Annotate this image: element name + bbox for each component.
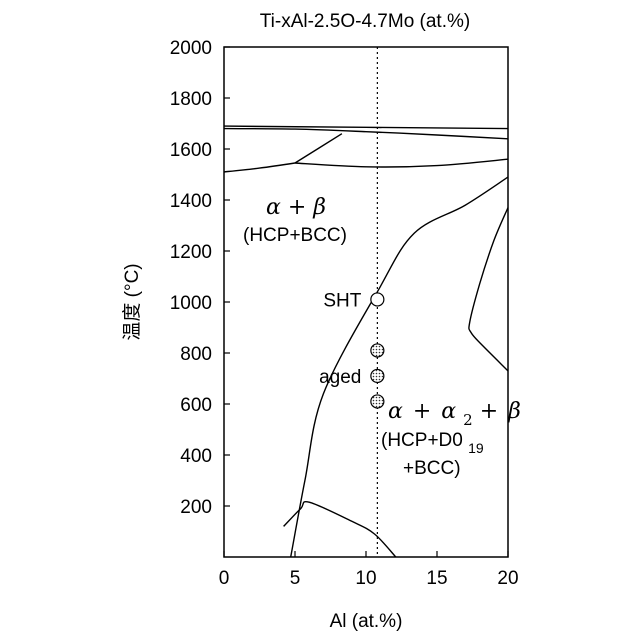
point-label: aged [319,367,361,388]
y-tick-label: 1200 [170,242,212,263]
x-tick-label: 5 [290,568,301,589]
region-alpha-beta-phases: α + β [266,195,326,220]
heat-treatment-points: SHT aged [319,290,384,408]
x-tick-label: 0 [219,568,230,589]
y-tick-label: 800 [180,344,212,365]
region-alpha-beta-structure: (HCP+BCC) [243,225,347,246]
phase-boundary [295,159,508,167]
aged-point [371,395,384,408]
region-alpha-alpha2-beta: α + α 2 + β (HCP+D0 19 +BCC) [381,399,521,479]
x-tick-label: 20 [497,568,518,589]
x-axis-label: Al (at.%) [330,611,403,632]
phase-boundary [469,208,508,371]
phase-boundary [284,502,396,557]
plot-frame [224,47,508,557]
region-alpha-beta: α + β (HCP+BCC) [243,195,347,246]
region-alpha-alpha2-beta-structure-1: (HCP+D0 19 [381,430,484,456]
phase-boundary [224,129,508,139]
structure-subscript: 19 [468,440,484,456]
y-tick-label: 600 [180,395,212,416]
alpha2-subscript: 2 [463,411,473,429]
phase-boundary [224,163,295,172]
plus-sign: + [413,399,431,424]
plus-sign: + [480,399,498,424]
phase-alpha: α [388,399,403,424]
phase-beta: β [507,399,521,424]
aged-point [371,369,384,382]
y-tick-label: 1600 [170,140,212,161]
x-tick-label: 15 [426,568,447,589]
y-tick-label: 2000 [170,38,212,59]
region-alpha-alpha2-beta-structure-2: +BCC) [403,458,461,479]
structure-text: (HCP+D0 [381,430,463,451]
y-tick-label: 1800 [170,89,212,110]
point-label: SHT [323,290,361,311]
y-tick-label: 1400 [170,191,212,212]
y-tick-label: 400 [180,446,212,467]
y-tick-label: 1000 [170,293,212,314]
region-alpha-alpha2-beta-phases: α + α 2 + β [388,399,521,431]
y-axis: 200 400 600 800 1000 1200 1400 1600 1800 2000 [170,38,230,518]
aged-point [371,344,384,357]
phase-boundary [295,134,342,163]
chart-title: Ti-xAl-2.5O-4.7Mo (at.%) [260,11,470,32]
sht-point [371,293,384,306]
y-tick-label: 200 [180,497,212,518]
x-tick-label: 10 [355,568,376,589]
phase-alpha2: α [441,399,456,424]
y-axis-label: 温度 (°C) [121,263,143,340]
phase-boundaries [224,126,508,557]
